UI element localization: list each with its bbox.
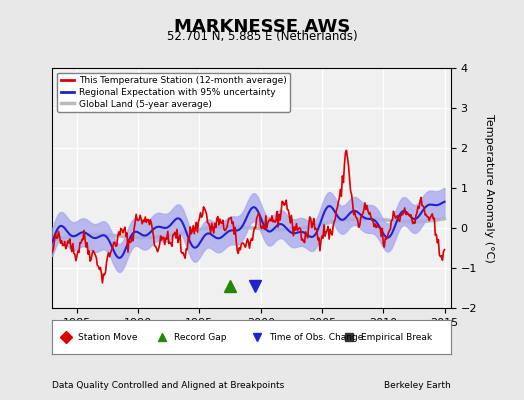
Text: Time of Obs. Change: Time of Obs. Change bbox=[269, 332, 364, 342]
Text: Data Quality Controlled and Aligned at Breakpoints: Data Quality Controlled and Aligned at B… bbox=[52, 381, 285, 390]
Text: Record Gap: Record Gap bbox=[174, 332, 226, 342]
Y-axis label: Temperature Anomaly (°C): Temperature Anomaly (°C) bbox=[484, 114, 494, 262]
Text: MARKNESSE AWS: MARKNESSE AWS bbox=[174, 18, 350, 36]
Text: Berkeley Earth: Berkeley Earth bbox=[384, 381, 451, 390]
Text: Station Move: Station Move bbox=[78, 332, 138, 342]
Text: 52.701 N, 5.885 E (Netherlands): 52.701 N, 5.885 E (Netherlands) bbox=[167, 30, 357, 43]
Text: Empirical Break: Empirical Break bbox=[361, 332, 432, 342]
Legend: This Temperature Station (12-month average), Regional Expectation with 95% uncer: This Temperature Station (12-month avera… bbox=[57, 72, 290, 112]
